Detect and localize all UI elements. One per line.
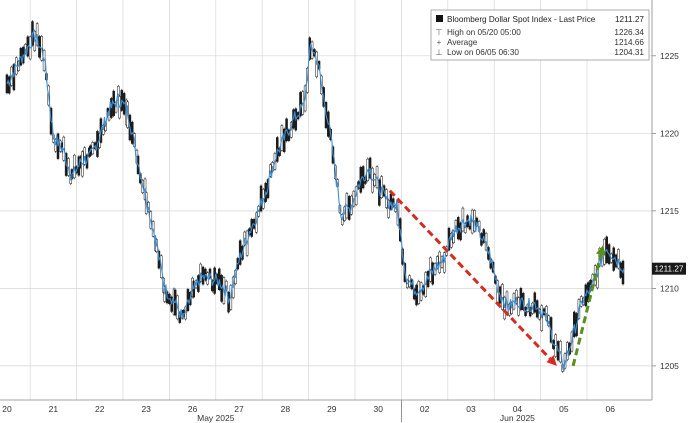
legend: Bloomberg Dollar Spot Index - Last Price… (430, 9, 650, 61)
x-tick-label: 23 (141, 404, 151, 414)
x-tick-label: 04 (513, 404, 523, 414)
series-line-layer (6, 28, 625, 373)
candle-layer (5, 20, 625, 373)
x-tick-label: 22 (95, 404, 105, 414)
x-tick-label: 02 (420, 404, 430, 414)
annotation-arrow-line (388, 189, 552, 360)
legend-high-label: High on 05/20 05:00 (447, 28, 521, 37)
x-tick-label: 27 (234, 404, 244, 414)
annotation-arrow-head (596, 244, 606, 256)
legend-high-icon: ⊤ (436, 28, 443, 37)
last-price-value: 1211.27 (655, 265, 684, 274)
legend-low-label: Low on 06/05 06:30 (447, 48, 519, 57)
series-line (6, 28, 625, 373)
x-tick-label: 26 (188, 404, 198, 414)
annotation-arrow-line (571, 254, 603, 367)
legend-low-icon: ⊥ (436, 48, 443, 57)
x-tick-label: 28 (281, 404, 291, 414)
x-tick-label: 05 (559, 404, 569, 414)
x-month-label: Jun 2025 (500, 413, 535, 423)
annotation-arrow-head (546, 355, 557, 366)
legend-title: Bloomberg Dollar Spot Index - Last Price (447, 15, 596, 24)
legend-average-value: 1214.66 (614, 38, 644, 47)
legend-average-label: Average (447, 38, 478, 47)
x-tick-label: 30 (373, 404, 383, 414)
annotation-arrow-layer (388, 189, 606, 367)
x-tick-label: 21 (49, 404, 59, 414)
x-tick-label: 06 (606, 404, 616, 414)
legend-series-swatch (436, 15, 443, 22)
legend-high-value: 1226.34 (614, 28, 644, 37)
y-tick-label: 1205 (660, 361, 679, 371)
y-tick-label: 1225 (660, 51, 679, 61)
x-tick-label: 29 (327, 404, 337, 414)
y-tick-label: 1215 (660, 206, 679, 216)
last-price-tag: 1211.27 (652, 262, 686, 275)
y-tick-label: 1220 (660, 128, 679, 138)
y-tick-label: 1210 (660, 283, 679, 293)
legend-low-value: 1204.31 (614, 48, 644, 57)
x-tick-label: 20 (2, 404, 12, 414)
x-tick-label: 03 (466, 404, 476, 414)
legend-average-icon: + (437, 38, 442, 47)
last-price-tag-bg (652, 262, 686, 275)
x-month-label: May 2025 (197, 413, 235, 423)
legend-title-value: 1211.27 (615, 15, 644, 24)
